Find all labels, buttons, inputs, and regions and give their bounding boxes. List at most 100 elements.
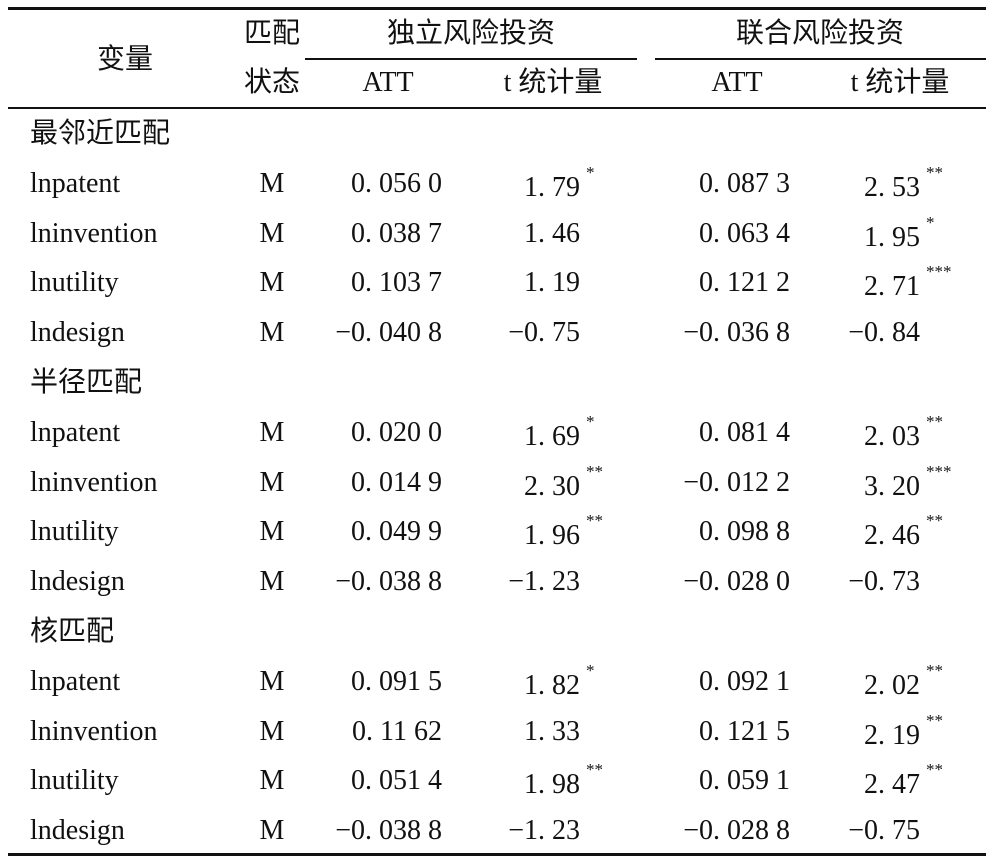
att-value: −0. 038 8 [335, 566, 442, 598]
att-value: −0. 038 8 [335, 815, 442, 847]
header-cell: 联合风险投资 [735, 18, 905, 49]
att-value: 0. 092 1 [699, 665, 790, 697]
t-value: 2. 30 [524, 470, 580, 502]
match-status: M [259, 267, 285, 299]
att-value: 0. 020 0 [351, 416, 442, 448]
t-value: 1. 33 [524, 715, 580, 747]
t-value: 1. 79 [524, 171, 580, 203]
att-value: 0. 014 9 [351, 466, 442, 498]
group-rule [305, 58, 637, 60]
t-value: 2. 47 [864, 769, 920, 801]
match-status: M [259, 815, 285, 847]
header-cell: 独立风险投资 [386, 18, 556, 49]
att-value: 0. 121 2 [699, 267, 790, 299]
t-value: 2. 71 [864, 271, 920, 303]
header-cell: ATT [362, 67, 414, 98]
variable-name: lnutility [30, 516, 119, 548]
t-value: 1. 69 [524, 420, 580, 452]
header-cell: 变量 [96, 44, 154, 75]
significance: * [586, 162, 595, 182]
section-title: 半径匹配 [30, 367, 143, 398]
variable-name: lndesign [30, 815, 125, 847]
header-cell: t 统计量 [503, 67, 603, 98]
t-value: −1. 23 [508, 566, 580, 598]
top-rule [8, 7, 986, 10]
match-status: M [259, 317, 285, 349]
att-value: 0. 038 7 [351, 217, 442, 249]
significance: ** [586, 760, 603, 780]
t-value: −0. 84 [848, 317, 920, 349]
section-title: 最邻近匹配 [30, 118, 171, 149]
variable-name: lninvention [30, 217, 158, 249]
bottom-rule [8, 853, 986, 856]
match-status: M [259, 466, 285, 498]
significance: *** [926, 262, 952, 282]
t-value: 1. 82 [524, 669, 580, 701]
t-value: 2. 19 [864, 719, 920, 751]
significance: ** [926, 660, 943, 680]
significance: ** [926, 760, 943, 780]
variable-name: lndesign [30, 317, 125, 349]
match-status: M [259, 516, 285, 548]
t-value: −0. 75 [848, 815, 920, 847]
match-status: M [259, 715, 285, 747]
att-value: −0. 028 8 [683, 815, 790, 847]
att-value: −0. 012 2 [683, 466, 790, 498]
match-status: M [259, 217, 285, 249]
variable-name: lnpatent [30, 167, 121, 199]
t-value: −1. 23 [508, 815, 580, 847]
t-value: 1. 96 [524, 520, 580, 552]
att-value: 0. 103 7 [351, 267, 442, 299]
att-value: 0. 049 9 [351, 516, 442, 548]
group-rule [655, 58, 986, 60]
header-rule [8, 107, 986, 109]
variable-name: lnutility [30, 765, 119, 797]
header-cell: 状态 [243, 67, 301, 98]
significance: ** [926, 511, 943, 531]
t-value: 2. 03 [864, 420, 920, 452]
att-value: 0. 091 5 [351, 665, 442, 697]
match-status: M [259, 566, 285, 598]
t-value: 1. 95 [864, 221, 920, 253]
variable-name: lninvention [30, 466, 158, 498]
att-value: 0. 11 62 [352, 715, 442, 747]
variable-name: lnpatent [30, 416, 121, 448]
att-value: 0. 081 4 [699, 416, 790, 448]
att-value: −0. 028 0 [683, 566, 790, 598]
variable-name: lndesign [30, 566, 125, 598]
variable-name: lnpatent [30, 665, 121, 697]
t-value: 2. 53 [864, 171, 920, 203]
t-value: −0. 73 [848, 566, 920, 598]
significance: ** [586, 511, 603, 531]
match-status: M [259, 765, 285, 797]
header-cell: t 统计量 [850, 67, 950, 98]
att-value: 0. 051 4 [351, 765, 442, 797]
header-cell: ATT [711, 67, 763, 98]
att-value: 0. 087 3 [699, 167, 790, 199]
significance: ** [586, 461, 603, 481]
t-value: 3. 20 [864, 470, 920, 502]
t-value: 2. 46 [864, 520, 920, 552]
significance: ** [926, 710, 943, 730]
header-cell: 匹配 [243, 18, 301, 49]
att-value: 0. 063 4 [699, 217, 790, 249]
match-status: M [259, 665, 285, 697]
t-value: 2. 02 [864, 669, 920, 701]
significance: ** [926, 162, 943, 182]
att-value: 0. 098 8 [699, 516, 790, 548]
t-value: −0. 75 [508, 317, 580, 349]
significance: * [586, 660, 595, 680]
significance: ** [926, 411, 943, 431]
significance: * [926, 212, 935, 232]
t-value: 1. 19 [524, 267, 580, 299]
significance: * [586, 411, 595, 431]
match-status: M [259, 167, 285, 199]
variable-name: lninvention [30, 715, 158, 747]
att-value: −0. 040 8 [335, 317, 442, 349]
att-value: −0. 036 8 [683, 317, 790, 349]
att-value: 0. 121 5 [699, 715, 790, 747]
t-value: 1. 46 [524, 217, 580, 249]
att-value: 0. 056 0 [351, 167, 442, 199]
match-status: M [259, 416, 285, 448]
